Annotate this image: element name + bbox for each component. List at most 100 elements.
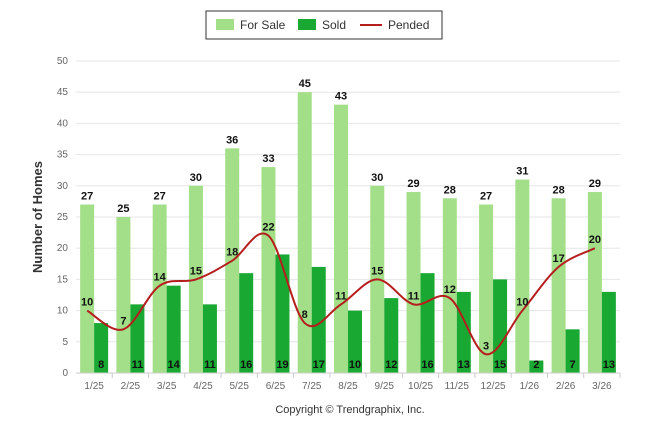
for-sale-label: 28 (444, 184, 456, 196)
for-sale-label: 28 (552, 184, 564, 196)
sold-bar (348, 310, 362, 373)
for-sale-bar (116, 217, 131, 373)
for-sale-label: 36 (226, 134, 238, 146)
x-tick-label: 7/25 (302, 381, 322, 392)
pended-label: 22 (262, 222, 274, 234)
y-tick-label: 40 (57, 118, 69, 129)
sold-label: 13 (603, 359, 615, 371)
pended-label: 11 (335, 290, 347, 302)
legend-sold-label: Sold (322, 18, 346, 32)
y-tick-label: 0 (62, 368, 68, 379)
sold-label: 8 (98, 359, 104, 371)
sold-bar (311, 266, 326, 373)
label-layer: 2782511271430113616331945174310301229162… (81, 78, 615, 371)
pended-label: 8 (302, 309, 308, 321)
sold-label: 16 (240, 359, 252, 371)
for-sale-bar (479, 204, 494, 373)
for-sale-label: 27 (81, 191, 93, 203)
sold-bar (529, 360, 544, 373)
pended-label: 10 (516, 297, 528, 309)
x-tick-label: 8/25 (338, 381, 358, 392)
y-tick-label: 20 (57, 243, 69, 254)
pended-label: 7 (120, 315, 126, 327)
for-sale-bar (334, 104, 348, 374)
y-tick-label: 5 (62, 337, 68, 348)
sold-label: 10 (349, 359, 361, 371)
x-tick-label: 3/26 (592, 381, 612, 392)
for-sale-bar (515, 179, 530, 373)
for-sale-label: 27 (480, 191, 492, 203)
x-tick-label: 11/25 (445, 381, 470, 392)
for-sale-label: 45 (299, 78, 311, 90)
pended-label: 11 (408, 290, 420, 302)
x-tick-label: 6/25 (266, 381, 286, 392)
sold-bar (275, 254, 290, 373)
sold-label: 2 (533, 359, 539, 371)
for-sale-bar (587, 192, 602, 373)
sold-label: 16 (421, 359, 433, 371)
sold-label: 14 (168, 359, 181, 371)
for-sale-bar (261, 167, 276, 373)
for-sale-label: 29 (589, 178, 601, 190)
pended-line (86, 232, 596, 356)
legend-pended-label: Pended (388, 18, 429, 32)
sold-bar (420, 273, 435, 373)
sold-bar (565, 329, 580, 373)
line-layer (86, 232, 596, 356)
legend-box (205, 10, 443, 40)
legend: For Sale Sold Pended (205, 10, 443, 40)
pended-label: 15 (190, 265, 202, 277)
x-tick-label: 10/25 (408, 381, 433, 392)
x-tick-label: 1/25 (84, 381, 104, 392)
pended-label: 18 (226, 247, 238, 259)
legend-for-sale-swatch (216, 19, 234, 30)
sold-label: 17 (313, 359, 325, 371)
y-tick-label: 50 (57, 56, 69, 67)
sold-bar (384, 298, 399, 373)
y-tick-label: 30 (57, 181, 69, 192)
x-tick-label: 2/25 (121, 381, 141, 392)
legend-for-sale-label: For Sale (240, 18, 286, 32)
sold-bar (239, 273, 254, 373)
sold-label: 19 (276, 359, 288, 371)
sold-bar (94, 323, 109, 373)
sold-label: 11 (132, 359, 144, 371)
x-tick-label: 4/25 (193, 381, 213, 392)
pended-label: 10 (81, 297, 93, 309)
sold-label: 7 (570, 359, 576, 371)
sold-bar (601, 291, 616, 373)
sold-label: 11 (204, 359, 216, 371)
pended-label: 15 (371, 265, 383, 277)
y-tick-label: 45 (57, 87, 69, 98)
pended-label: 17 (552, 253, 564, 265)
for-sale-bar (551, 198, 566, 373)
x-tick-label: 1/26 (520, 381, 540, 392)
sold-label: 13 (458, 359, 470, 371)
for-sale-label: 30 (190, 172, 202, 184)
pended-label: 3 (483, 340, 489, 352)
bar-layer (80, 92, 616, 374)
y-tick-label: 15 (57, 274, 69, 285)
legend-sold-swatch (298, 19, 316, 30)
for-sale-label: 25 (117, 203, 129, 215)
for-sale-label: 33 (262, 153, 274, 165)
footer-copyright: Copyright © Trendgraphix, Inc. (275, 404, 424, 416)
pended-label: 14 (154, 272, 167, 284)
x-tick-label: 5/25 (229, 381, 249, 392)
y-tick-label: 10 (57, 306, 69, 317)
sold-label: 12 (385, 359, 397, 371)
x-tick-label: 9/25 (375, 381, 395, 392)
y-axis-title: Number of Homes (30, 161, 45, 273)
for-sale-label: 31 (516, 166, 528, 178)
for-sale-bar (406, 192, 421, 373)
sold-bar (202, 304, 217, 373)
pended-label: 20 (589, 234, 601, 246)
for-sale-bar (80, 204, 95, 373)
for-sale-bar (297, 92, 312, 373)
for-sale-bar (442, 198, 457, 373)
y-tick-label: 35 (57, 150, 69, 161)
sold-bar (166, 285, 181, 373)
pended-label: 12 (444, 284, 456, 296)
x-tick-label: 3/25 (157, 381, 177, 392)
